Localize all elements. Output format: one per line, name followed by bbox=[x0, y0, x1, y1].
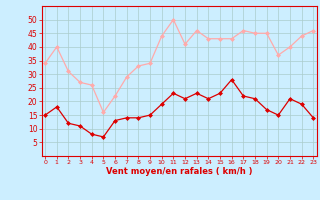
X-axis label: Vent moyen/en rafales ( km/h ): Vent moyen/en rafales ( km/h ) bbox=[106, 167, 252, 176]
